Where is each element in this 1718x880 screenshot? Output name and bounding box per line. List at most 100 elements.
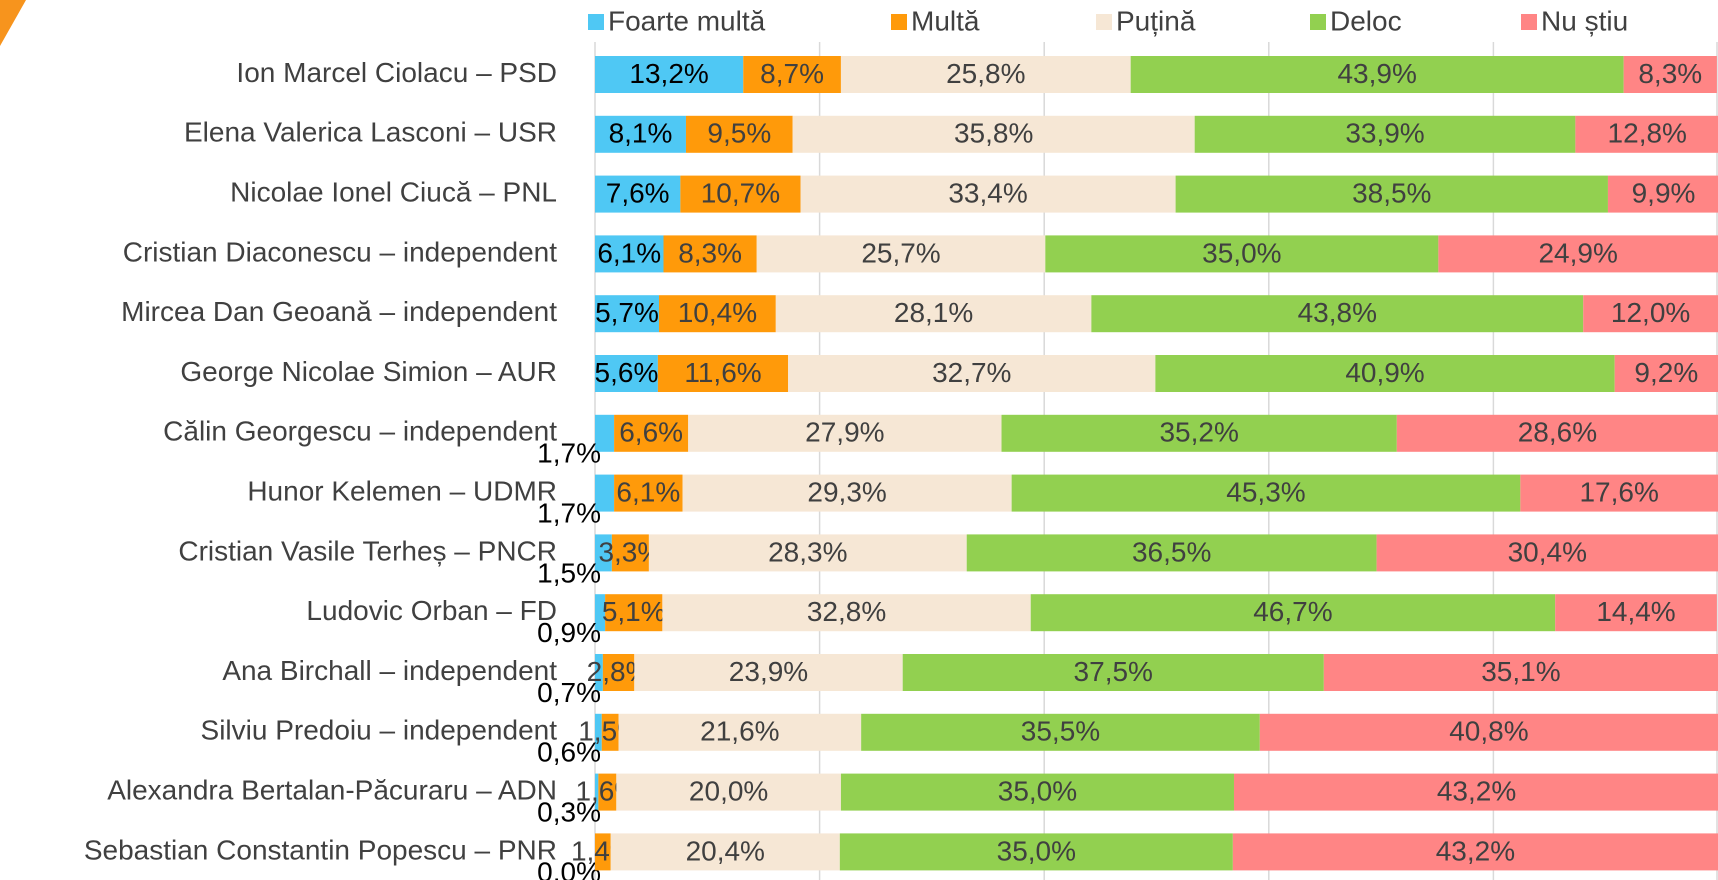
- data-label: 0,3%: [537, 796, 601, 827]
- data-label: 33,9%: [1345, 118, 1424, 149]
- data-label: 8,3%: [678, 237, 742, 268]
- bar-segment: [1259, 713, 1718, 751]
- bar-segment: [595, 115, 686, 153]
- y-tick-label: Ion Marcel Ciolacu – PSD: [236, 57, 557, 88]
- data-label: 38,5%: [1352, 177, 1431, 208]
- data-label: 32,7%: [932, 357, 1011, 388]
- data-label: 28,3%: [768, 536, 847, 567]
- data-label: 1,7%: [537, 438, 601, 469]
- legend-label: Deloc: [1330, 5, 1402, 36]
- bar-segment: [648, 534, 967, 572]
- data-label: 1,7%: [537, 497, 601, 528]
- bar-segment: [775, 295, 1092, 333]
- bar-segment: [595, 295, 660, 333]
- bar-segment: [1438, 235, 1718, 273]
- data-label: 43,2%: [1436, 835, 1515, 866]
- bar-segment: [634, 654, 903, 691]
- bar-segment: [1233, 773, 1718, 811]
- data-label: 1,5%: [537, 557, 601, 588]
- bar-segment: [861, 713, 1260, 751]
- data-label: 43,2%: [1437, 775, 1516, 806]
- data-label: 36,5%: [1132, 536, 1211, 567]
- bar-segment: [1396, 414, 1718, 452]
- bar-segment: [902, 654, 1324, 691]
- data-label: 35,1%: [1481, 656, 1560, 687]
- bar-segment: [618, 713, 862, 751]
- bar-segment: [595, 56, 744, 93]
- bar-segment: [1607, 175, 1718, 213]
- bar-segment: [1520, 474, 1718, 512]
- bar-segment: [1045, 235, 1439, 273]
- y-tick-label: Nicolae Ionel Ciucă – PNL: [230, 176, 557, 207]
- data-label: 17,6%: [1579, 476, 1658, 507]
- y-tick-label: Cristian Vasile Terheș – PNCR: [178, 535, 557, 566]
- data-label: 25,7%: [861, 237, 940, 268]
- bar-segment: [1583, 295, 1718, 333]
- data-label: 35,5%: [1021, 716, 1100, 747]
- data-label: 37,5%: [1074, 656, 1153, 687]
- data-label: 35,0%: [1202, 237, 1281, 268]
- data-label: 24,9%: [1538, 237, 1617, 268]
- y-tick-label: Călin Georgescu – independent: [163, 416, 557, 447]
- bar-segment: [1130, 56, 1624, 93]
- bar-segment: [1155, 355, 1615, 392]
- bar-segment: [601, 713, 619, 751]
- bar-segment: [680, 175, 801, 213]
- bar-segment: [614, 414, 689, 452]
- data-label: 5,7%: [595, 297, 659, 328]
- data-label: 40,9%: [1345, 357, 1424, 388]
- bar-segment: [602, 654, 635, 691]
- legend-swatch: [891, 14, 907, 30]
- data-label: 20,4%: [686, 835, 765, 866]
- bar-segment: [595, 534, 612, 572]
- bar-segment: [685, 115, 793, 153]
- data-label: 0,7%: [537, 677, 601, 708]
- bar-segment: [595, 713, 602, 751]
- bar-segment: [1623, 56, 1717, 93]
- legend-label: Nu știu: [1541, 5, 1628, 36]
- data-label: 0,9%: [537, 617, 601, 648]
- bar-segment: [1575, 115, 1718, 153]
- y-tick-label: Ludovic Orban – FD: [306, 595, 557, 626]
- bar-segment: [1030, 594, 1556, 632]
- bar-segment: [1555, 594, 1717, 632]
- data-label: 21,6%: [700, 716, 779, 747]
- legend-swatch: [1096, 14, 1112, 30]
- data-label: 28,6%: [1518, 417, 1597, 448]
- bar-segment: [788, 355, 1156, 392]
- y-tick-label: Hunor Kelemen – UDMR: [247, 475, 557, 506]
- bar-segment: [663, 235, 757, 273]
- y-tick-label: George Nicolae Simion – AUR: [180, 356, 557, 387]
- bar-segment: [595, 654, 603, 691]
- bar-segment: [595, 414, 615, 452]
- data-label: 45,3%: [1226, 476, 1305, 507]
- y-tick-label: Cristian Diaconescu – independent: [123, 236, 557, 267]
- y-tick-label: Elena Valerica Lasconi – USR: [184, 117, 557, 148]
- data-label: 0,0%: [537, 856, 601, 880]
- y-tick-label: Ana Birchall – independent: [222, 655, 557, 686]
- data-label: 8,1%: [609, 118, 673, 149]
- bar-segment: [605, 594, 663, 632]
- bar-segment: [840, 56, 1131, 93]
- data-label: 43,9%: [1337, 58, 1416, 89]
- y-tick-label: Mircea Dan Geoană – independent: [121, 296, 557, 327]
- data-label: 23,9%: [729, 656, 808, 687]
- bar-segment: [840, 773, 1234, 811]
- data-label: 43,8%: [1298, 297, 1377, 328]
- bar-segment: [610, 833, 840, 871]
- bar-segment: [688, 414, 1002, 452]
- data-label: 5,1%: [602, 596, 666, 627]
- legend-swatch: [1310, 14, 1326, 30]
- data-label: 6,6%: [619, 417, 683, 448]
- data-label: 9,2%: [1634, 357, 1698, 388]
- data-label: 29,3%: [807, 476, 886, 507]
- bar-segment: [966, 534, 1377, 572]
- data-label: 8,7%: [760, 58, 824, 89]
- data-label: 27,9%: [805, 417, 884, 448]
- data-label: 46,7%: [1253, 596, 1332, 627]
- bar-segment: [595, 773, 599, 811]
- bar-segment: [1376, 534, 1718, 572]
- bar-segment: [595, 594, 606, 632]
- bar-segment: [595, 235, 664, 273]
